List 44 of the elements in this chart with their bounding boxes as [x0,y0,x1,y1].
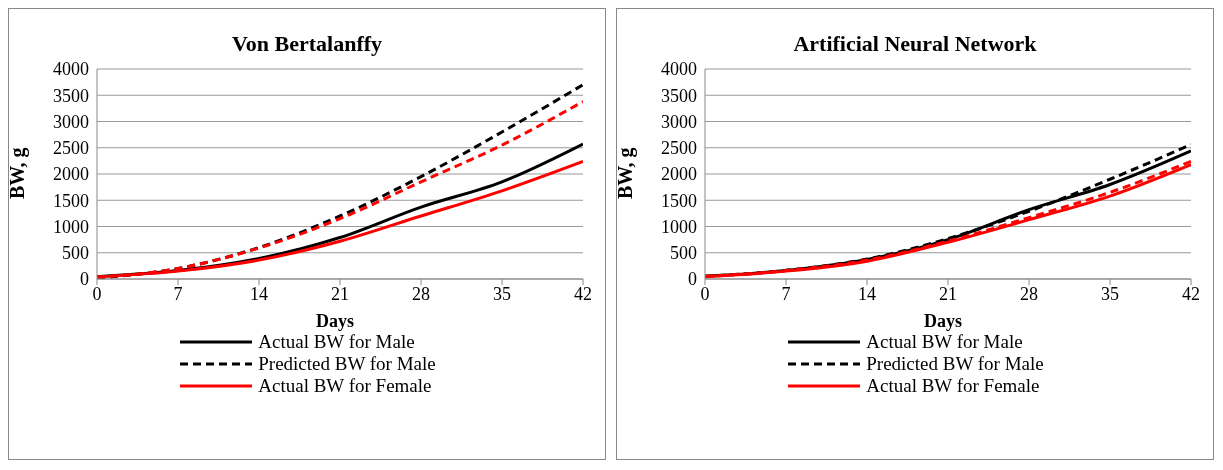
x-axis-title: Days [315,311,355,332]
y-tick-label: 3500 [661,85,697,106]
x-tick-label: 28 [412,283,430,304]
x-tick-label: 35 [1101,283,1119,304]
x-tick-label: 42 [1182,283,1200,304]
x-tick-label: 0 [700,283,710,304]
y-tick-label: 500 [62,243,89,264]
y-axis-title: BW, g [6,147,30,199]
y-tick-label: 3500 [53,85,89,106]
x-tick-label: 42 [574,283,592,304]
y-tick-label: 4000 [661,59,697,80]
chart-title: Artificial Neural Network [792,31,1038,57]
y-tick-label: 2000 [661,164,697,185]
legend-label: Predicted BW for Male [866,353,1044,375]
x-axis-title: Days [923,311,963,332]
y-tick-label: 0 [80,269,89,290]
y-tick-label: 2000 [53,164,89,185]
x-tick-label: 14 [858,283,876,304]
x-tick-label: 35 [493,283,511,304]
y-tick-label: 500 [670,243,697,264]
x-tick-label: 21 [331,283,349,304]
legend-label: Actual BW for Female [258,375,432,397]
y-axis-title: BW, g [614,147,638,199]
y-tick-label: 1000 [661,216,697,237]
y-tick-label: 2500 [53,138,89,159]
x-tick-label: 21 [939,283,957,304]
x-tick-label: 0 [92,283,102,304]
legend-label: Actual BW for Male [866,331,1023,353]
legend-label: Actual BW for Male [258,331,415,353]
legend-label: Predicted BW for Male [258,353,436,375]
x-tick-label: 7 [173,283,183,304]
y-tick-label: 0 [688,269,697,290]
y-tick-label: 1500 [53,190,89,211]
y-tick-label: 1000 [53,216,89,237]
x-tick-label: 14 [250,283,268,304]
chart-title: Von Bertalanffy [230,31,384,57]
y-tick-label: 1500 [661,190,697,211]
legend-label: Actual BW for Female [866,375,1040,397]
y-tick-label: 3000 [53,111,89,132]
y-tick-label: 4000 [53,59,89,80]
x-tick-label: 28 [1020,283,1038,304]
x-tick-label: 7 [781,283,791,304]
y-tick-label: 2500 [661,138,697,159]
y-tick-label: 3000 [661,111,697,132]
